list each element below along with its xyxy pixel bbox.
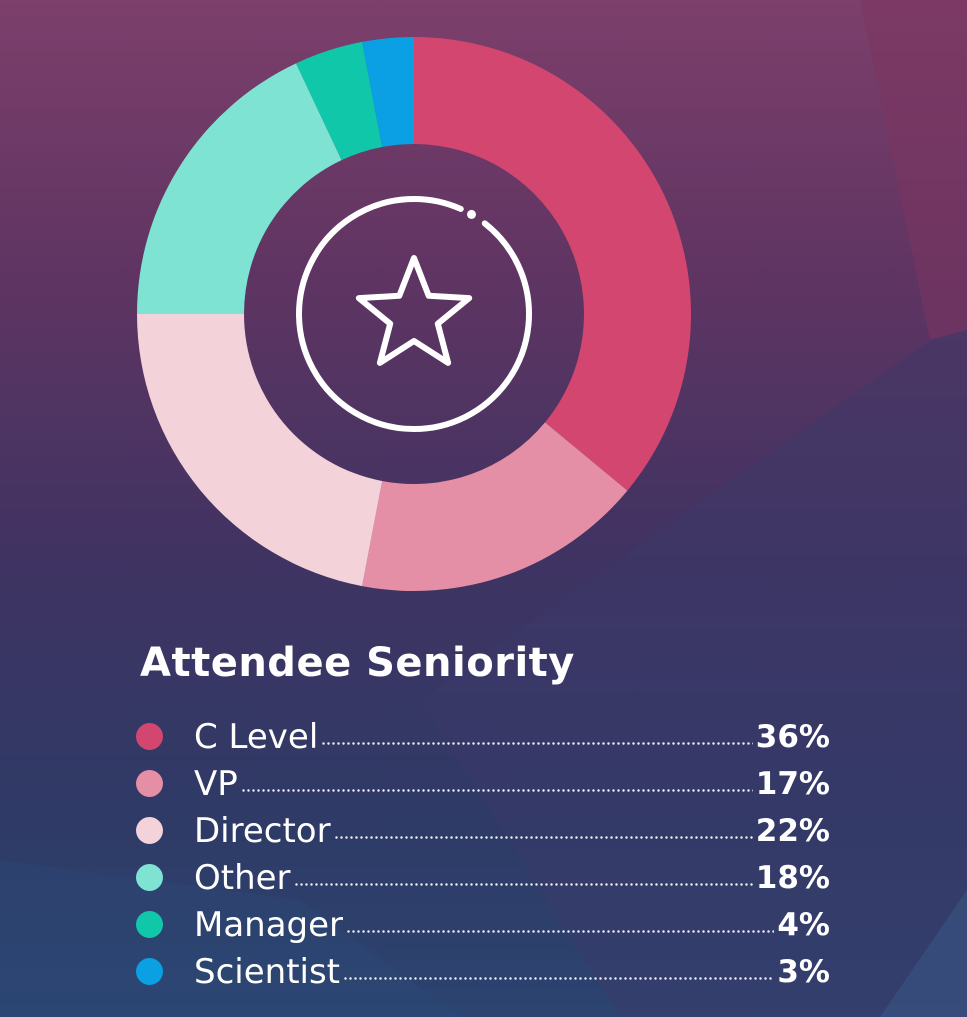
legend-swatch bbox=[136, 864, 163, 891]
legend-swatch bbox=[136, 958, 163, 985]
legend-label: VP bbox=[194, 763, 238, 804]
legend-label: Manager bbox=[194, 904, 344, 945]
legend-swatch bbox=[136, 770, 163, 797]
dot-leader bbox=[293, 880, 753, 889]
legend-swatch bbox=[136, 817, 163, 844]
legend: C Level 36% VP 17% Director 22% Other 18… bbox=[136, 713, 830, 995]
dot-leader bbox=[333, 833, 753, 842]
donut-slice bbox=[137, 63, 342, 314]
star-icon bbox=[296, 196, 532, 432]
legend-value: 3% bbox=[777, 953, 830, 990]
donut-slice bbox=[296, 41, 383, 161]
legend-value: 4% bbox=[777, 906, 830, 943]
legend-item: Manager 4% bbox=[136, 901, 830, 948]
donut-slice bbox=[414, 37, 691, 491]
chart-title: Attendee Seniority bbox=[140, 640, 575, 686]
legend-swatch bbox=[136, 911, 163, 938]
legend-value: 18% bbox=[755, 859, 830, 896]
legend-label: Director bbox=[194, 810, 331, 851]
legend-value: 17% bbox=[755, 765, 830, 802]
donut-chart bbox=[137, 37, 691, 591]
legend-item: VP 17% bbox=[136, 760, 830, 807]
legend-swatch bbox=[136, 723, 163, 750]
legend-label: Other bbox=[194, 857, 291, 898]
dot-leader bbox=[321, 739, 753, 748]
legend-item: Scientist 3% bbox=[136, 948, 830, 995]
donut-slice bbox=[362, 37, 414, 148]
dot-leader bbox=[343, 974, 775, 983]
dot-leader bbox=[240, 786, 753, 795]
legend-label: Scientist bbox=[194, 951, 341, 992]
donut-slice bbox=[137, 314, 383, 587]
legend-value: 36% bbox=[755, 718, 830, 755]
legend-item: C Level 36% bbox=[136, 713, 830, 760]
legend-item: Other 18% bbox=[136, 854, 830, 901]
legend-label: C Level bbox=[194, 716, 319, 757]
legend-value: 22% bbox=[755, 812, 830, 849]
dot-leader bbox=[346, 927, 775, 936]
legend-item: Director 22% bbox=[136, 807, 830, 854]
donut-slice bbox=[362, 422, 628, 591]
